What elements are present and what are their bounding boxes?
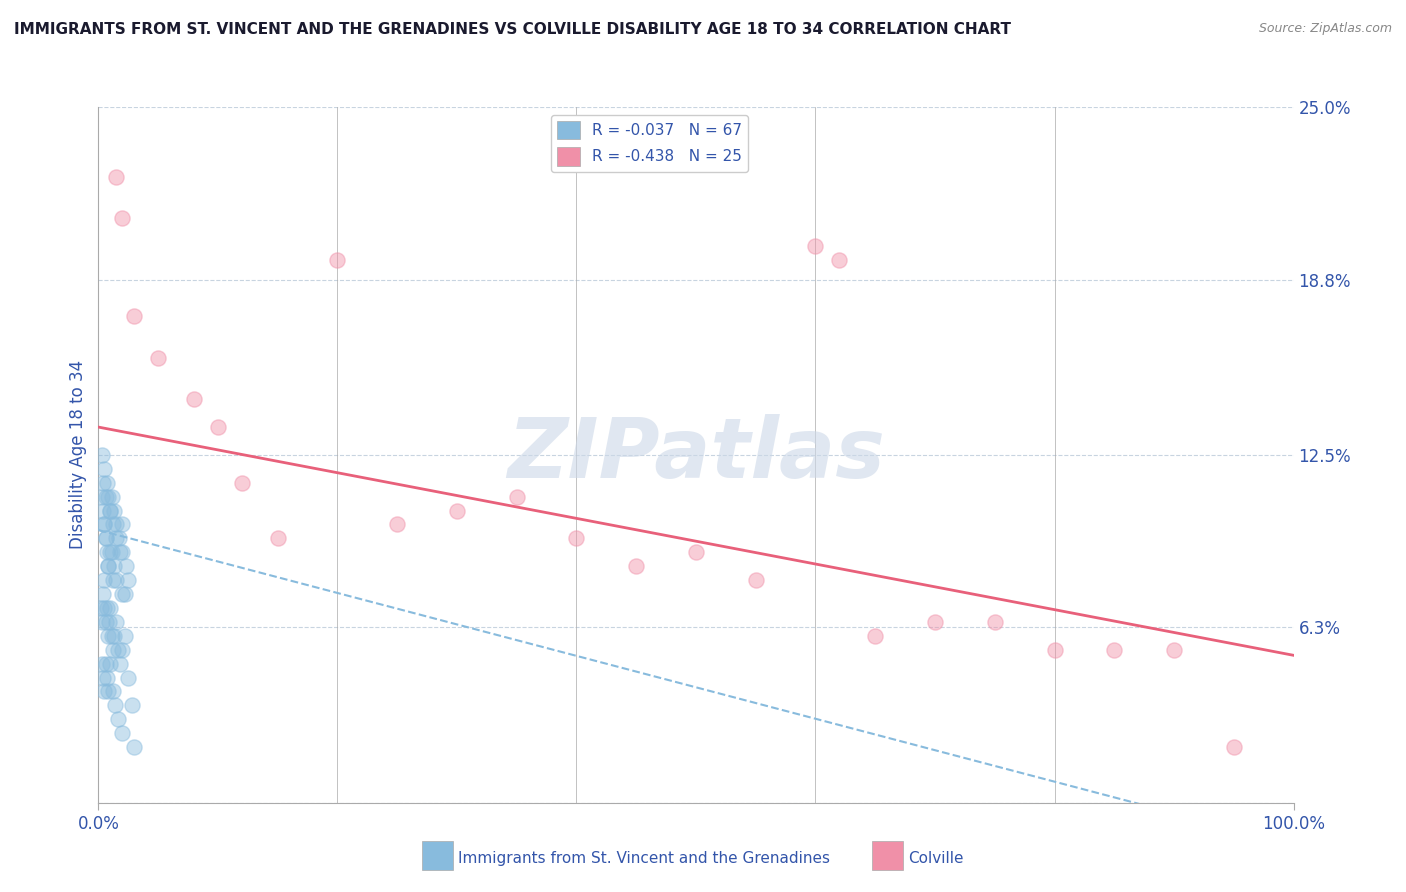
Point — [115, 559, 138, 574]
Point — [98, 545, 122, 559]
Point — [326, 253, 349, 268]
Point — [148, 351, 170, 365]
Point — [97, 629, 120, 643]
Text: Immigrants from St. Vincent and the Grenadines: Immigrants from St. Vincent and the Gren… — [458, 851, 831, 865]
Point — [93, 517, 115, 532]
Point — [121, 698, 143, 713]
Point — [108, 545, 131, 559]
Point — [94, 490, 117, 504]
Point — [1102, 642, 1125, 657]
Point — [97, 559, 120, 574]
Point — [101, 573, 124, 587]
Point — [104, 698, 127, 713]
Y-axis label: Disability Age 18 to 34: Disability Age 18 to 34 — [69, 360, 87, 549]
Point — [924, 615, 946, 629]
Point — [745, 573, 768, 587]
Point — [231, 475, 253, 490]
Point — [100, 545, 122, 559]
Point — [804, 239, 827, 253]
Point — [103, 503, 125, 517]
Point — [96, 601, 118, 615]
Point — [91, 503, 114, 517]
Text: ZIPatlas: ZIPatlas — [508, 415, 884, 495]
Point — [97, 684, 120, 698]
Point — [111, 726, 134, 740]
Point — [98, 601, 122, 615]
Point — [117, 671, 139, 685]
Text: Source: ZipAtlas.com: Source: ZipAtlas.com — [1258, 22, 1392, 36]
Point — [101, 642, 124, 657]
Point — [105, 517, 128, 532]
Point — [100, 629, 122, 643]
Point — [105, 573, 128, 587]
Point — [111, 517, 134, 532]
Point — [117, 573, 139, 587]
Point — [111, 587, 134, 601]
Point — [983, 615, 1005, 629]
Point — [94, 615, 117, 629]
Point — [96, 671, 118, 685]
Point — [1222, 740, 1246, 755]
Point — [91, 490, 114, 504]
Point — [107, 642, 129, 657]
Point — [97, 490, 120, 504]
Point — [93, 462, 115, 476]
Point — [506, 490, 529, 504]
Point — [98, 503, 122, 517]
Point — [111, 642, 134, 657]
Point — [94, 532, 117, 546]
Text: Colville: Colville — [908, 851, 963, 865]
Point — [91, 615, 114, 629]
Point — [91, 587, 114, 601]
Point — [93, 601, 115, 615]
Point — [103, 629, 125, 643]
Point — [94, 532, 117, 546]
Point — [98, 615, 121, 629]
Point — [446, 503, 468, 517]
Point — [565, 532, 588, 546]
Point — [96, 545, 118, 559]
Point — [828, 253, 851, 268]
Point — [93, 573, 115, 587]
Point — [111, 211, 134, 226]
Point — [114, 587, 136, 601]
Point — [98, 503, 122, 517]
Legend: R = -0.037   N = 67, R = -0.438   N = 25: R = -0.037 N = 67, R = -0.438 N = 25 — [551, 115, 748, 172]
Point — [111, 545, 134, 559]
Point — [91, 448, 114, 462]
Point — [91, 475, 114, 490]
Point — [105, 169, 128, 184]
Point — [107, 712, 129, 726]
Point — [124, 309, 146, 323]
Point — [91, 671, 114, 685]
Point — [207, 420, 229, 434]
Point — [107, 532, 129, 546]
Point — [103, 559, 125, 574]
Point — [114, 629, 136, 643]
Point — [100, 490, 122, 504]
Point — [1043, 642, 1066, 657]
Point — [685, 545, 707, 559]
Point — [183, 392, 205, 407]
Point — [624, 559, 647, 574]
Text: IMMIGRANTS FROM ST. VINCENT AND THE GRENADINES VS COLVILLE DISABILITY AGE 18 TO : IMMIGRANTS FROM ST. VINCENT AND THE GREN… — [14, 22, 1011, 37]
Point — [96, 475, 118, 490]
Point — [267, 532, 290, 546]
Point — [863, 629, 886, 643]
Point — [91, 657, 114, 671]
Point — [105, 615, 128, 629]
Point — [105, 532, 128, 546]
Point — [124, 740, 146, 755]
Point — [108, 657, 131, 671]
Point — [385, 517, 409, 532]
Point — [93, 684, 115, 698]
Point — [98, 657, 122, 671]
Point — [97, 559, 120, 574]
Point — [90, 601, 112, 615]
Point — [1163, 642, 1185, 657]
Point — [101, 684, 124, 698]
Point — [94, 657, 117, 671]
Point — [93, 517, 115, 532]
Point — [101, 517, 124, 532]
